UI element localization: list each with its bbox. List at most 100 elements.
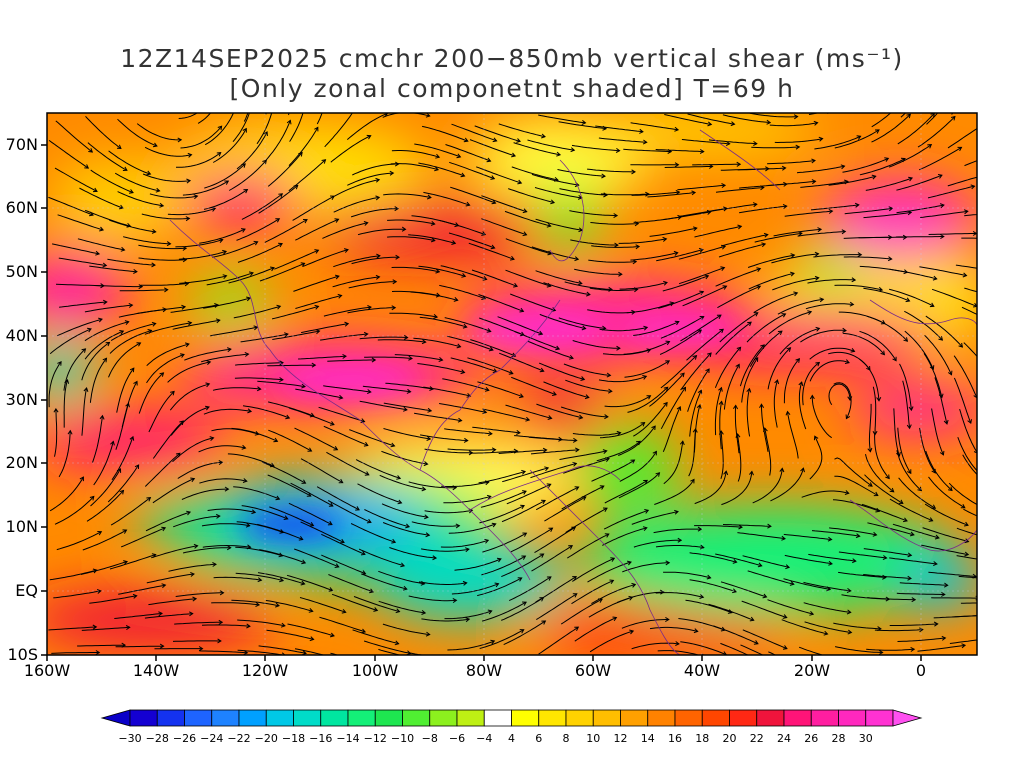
streamline: [949, 639, 977, 644]
streamline-arrowhead: [903, 517, 908, 523]
streamline-arrowhead: [577, 280, 583, 286]
streamline: [897, 113, 935, 145]
streamline-arrowhead: [270, 266, 275, 272]
streamline: [418, 265, 466, 277]
streamline-arrowhead: [95, 250, 101, 256]
colorbar-swatch: [810, 709, 839, 727]
streamline: [660, 316, 704, 339]
streamline: [56, 318, 103, 337]
streamline: [259, 549, 306, 564]
streamline-arrowhead: [845, 414, 851, 420]
streamline: [391, 150, 440, 158]
colorbar-swatch: [865, 709, 894, 727]
streamline: [797, 231, 846, 237]
streamline-arrowhead: [81, 348, 87, 353]
streamline-arrowhead: [632, 259, 638, 265]
streamline-arrowhead: [599, 485, 605, 490]
streamline-arrowhead: [823, 630, 829, 636]
streamline: [501, 553, 544, 578]
streamline-arrowhead: [248, 271, 254, 277]
streamline: [236, 218, 280, 241]
colorbar-swatch: [701, 709, 730, 727]
streamline-arrowhead: [753, 140, 758, 146]
streamline-arrowhead: [846, 609, 852, 615]
streamline: [717, 285, 761, 309]
streamline-arrowhead: [795, 144, 801, 150]
streamline-arrowhead: [727, 609, 733, 614]
streamline-arrowhead: [947, 486, 953, 492]
streamline-arrowhead: [618, 271, 623, 277]
streamline-arrowhead: [125, 625, 131, 631]
colorbar-label: −26: [172, 732, 197, 745]
streamline-arrowhead: [909, 531, 915, 537]
streamline: [391, 266, 440, 273]
streamline-arrowhead: [991, 486, 995, 490]
streamline: [56, 531, 102, 551]
streamline: [753, 292, 798, 314]
streamline-arrowhead: [401, 226, 407, 232]
streamline: [655, 592, 704, 598]
streamline-arrowhead: [421, 610, 427, 615]
streamline: [543, 282, 590, 296]
streamline: [84, 321, 129, 342]
streamline: [114, 172, 160, 192]
streamline-arrowhead: [403, 334, 409, 340]
streamline-arrowhead: [216, 152, 222, 157]
streamline-arrowhead: [665, 616, 670, 623]
streamline: [414, 412, 462, 422]
streamline: [152, 478, 195, 504]
streamline: [201, 523, 250, 527]
colorbar-label: −10: [390, 732, 415, 745]
streamline-arrowhead: [640, 422, 646, 427]
streamline-arrowhead: [539, 553, 545, 558]
streamline-arrowhead: [283, 515, 289, 520]
streamline: [167, 361, 211, 383]
streamline: [383, 402, 432, 412]
streamline: [421, 618, 470, 622]
streamline: [107, 464, 140, 503]
streamline: [419, 316, 467, 328]
streamline: [604, 395, 651, 408]
streamline: [595, 125, 643, 133]
streamline: [722, 524, 771, 527]
streamline: [991, 333, 1024, 352]
streamline: [714, 346, 741, 388]
streamline: [746, 388, 751, 437]
streamline-arrowhead: [731, 588, 737, 594]
streamline: [928, 233, 977, 235]
streamline: [349, 429, 395, 447]
streamline-arrowhead: [541, 620, 547, 625]
streamline: [928, 476, 966, 509]
streamline-arrowhead: [193, 194, 199, 200]
streamline-arrowhead: [486, 157, 492, 163]
streamline-arrowhead: [53, 407, 59, 413]
streamline: [530, 449, 579, 455]
streamline-arrowhead: [433, 314, 439, 319]
streamline: [535, 218, 583, 231]
streamline-arrowhead: [581, 120, 587, 125]
streamline: [589, 287, 638, 291]
streamline-arrowhead: [889, 487, 895, 493]
streamline: [213, 576, 262, 581]
streamline: [90, 468, 121, 507]
streamline: [719, 401, 723, 450]
streamline: [511, 376, 557, 396]
streamline: [54, 167, 98, 192]
streamline-arrowhead: [438, 357, 444, 362]
lat-label-60n: 60N: [5, 198, 38, 217]
streamline: [358, 548, 405, 567]
streamline: [469, 450, 518, 454]
streamline-arrowhead: [1005, 601, 1009, 605]
streamline: [58, 430, 71, 478]
streamline: [993, 462, 1024, 486]
streamline-arrowhead: [753, 640, 759, 645]
streamline: [963, 508, 977, 517]
streamline-arrowhead: [511, 352, 517, 358]
streamline: [655, 545, 704, 549]
colorbar-swatch: [483, 709, 512, 727]
streamline-arrowhead: [212, 561, 217, 567]
streamline-arrowhead: [366, 518, 372, 524]
streamline: [543, 381, 589, 398]
streamline-arrowhead: [224, 180, 230, 185]
streamline-arrowhead: [749, 470, 754, 476]
